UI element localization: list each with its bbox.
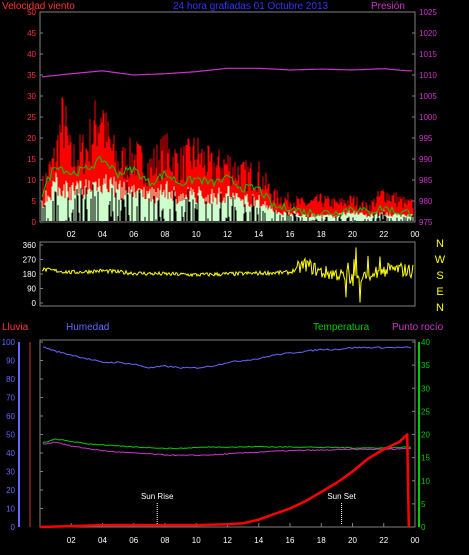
humidity-axis-tick-label: 10 — [6, 505, 15, 514]
bottom-x-axis-tick-label: 04 — [98, 536, 107, 545]
bottom-x-axis-tick-label: 18 — [317, 536, 326, 545]
direction-axis-tick-label: 180 — [23, 270, 37, 279]
bottom-x-axis-tick-label: 16 — [286, 536, 295, 545]
bottom-x-axis-tick-label: 08 — [161, 536, 170, 545]
humidity-axis-tick-label: 70 — [6, 394, 15, 403]
humidity-axis-tick-label: 60 — [6, 412, 15, 421]
wind-axis-tick-label: 5 — [32, 197, 37, 206]
top-x-axis-tick-label: 16 — [286, 230, 295, 239]
bottom-x-axis-tick-label: 02 — [67, 536, 76, 545]
temperature-axis-tick-label: 0 — [421, 523, 426, 532]
bottom-x-axis-tick-label: 00 — [411, 536, 420, 545]
bottom-x-axis-tick-label: 20 — [348, 536, 357, 545]
compass-label: N — [436, 302, 444, 314]
bottom-left-label: Lluvia — [2, 322, 29, 333]
pressure-axis-tick-label: 975 — [419, 218, 433, 227]
humidity-axis-tick-label: 50 — [6, 431, 15, 440]
humidity-line — [43, 346, 412, 370]
top-right-label: Presión — [371, 1, 405, 12]
pressure-line — [41, 67, 412, 78]
wind-axis-tick-label: 10 — [27, 176, 36, 185]
humidity-axis-tick-label: 80 — [6, 375, 15, 384]
bottom-x-axis-tick-label: 14 — [254, 536, 263, 545]
bottom-right-label-2: Punto rocío — [392, 322, 444, 333]
bottom-x-axis-tick-label: 06 — [129, 536, 138, 545]
compass-label: N — [436, 238, 444, 250]
wind-axis-tick-label: 0 — [32, 218, 37, 227]
humidity-axis-tick-label: 90 — [6, 357, 15, 366]
pressure-axis-tick-label: 990 — [419, 155, 433, 164]
wind-axis-tick-label: 30 — [27, 92, 36, 101]
direction-axis-tick-label: 90 — [27, 285, 36, 294]
wind-axis-tick-label: 35 — [27, 71, 36, 80]
pressure-axis-tick-label: 1020 — [419, 29, 437, 38]
wind-avg-line — [41, 155, 413, 217]
pressure-axis-tick-label: 985 — [419, 176, 433, 185]
pressure-axis-tick-label: 980 — [419, 197, 433, 206]
top-left-label: Velocidad viento — [2, 1, 75, 12]
temperature-axis-tick-label: 20 — [421, 431, 430, 440]
pressure-axis-tick-label: 1015 — [419, 50, 437, 59]
top-x-axis-tick-label: 10 — [192, 230, 201, 239]
wind-axis-tick-label: 50 — [27, 8, 36, 17]
top-x-axis-tick-label: 18 — [317, 230, 326, 239]
direction-axis-tick-label: 0 — [32, 299, 37, 308]
wind-axis-tick-label: 40 — [27, 50, 36, 59]
pressure-axis-tick-label: 1025 — [419, 8, 437, 17]
top-x-axis-tick-label: 20 — [348, 230, 357, 239]
wind-direction-line — [41, 247, 414, 303]
top-x-axis-tick-label: 22 — [379, 230, 388, 239]
pressure-axis-tick-label: 1010 — [419, 71, 437, 80]
temperature-axis-tick-label: 25 — [421, 407, 430, 416]
wind-axis-tick-label: 25 — [27, 113, 36, 122]
compass-label: W — [435, 254, 446, 266]
pressure-axis-tick-label: 1000 — [419, 113, 437, 122]
temperature-axis-tick-label: 40 — [421, 338, 430, 347]
wind-axis-tick-label: 20 — [27, 134, 36, 143]
humidity-axis-tick-label: 100 — [2, 338, 16, 347]
wind-axis-tick-label: 45 — [27, 29, 36, 38]
top-x-axis-tick-label: 02 — [67, 230, 76, 239]
temperature-line — [42, 438, 411, 450]
bottom-left-label-2: Humedad — [66, 322, 109, 333]
dewpoint-line — [42, 441, 412, 457]
humidity-axis-tick-label: 40 — [6, 449, 15, 458]
bottom-x-axis-tick-label: 22 — [379, 536, 388, 545]
temperature-axis-tick-label: 15 — [421, 454, 430, 463]
humidity-axis-tick-label: 30 — [6, 468, 15, 477]
pressure-axis-tick-label: 995 — [419, 134, 433, 143]
humidity-axis-tick-label: 20 — [6, 486, 15, 495]
sun-annotation-label: Sun Set — [327, 492, 356, 501]
top-x-axis-tick-label: 12 — [223, 230, 232, 239]
direction-axis-tick-label: 270 — [23, 256, 37, 265]
top-x-axis-tick-label: 00 — [411, 230, 420, 239]
top-x-axis-tick-label: 08 — [161, 230, 170, 239]
temperature-axis-tick-label: 30 — [421, 384, 430, 393]
top-x-axis-tick-label: 06 — [129, 230, 138, 239]
compass-label: E — [436, 286, 443, 298]
compass-label: S — [436, 270, 443, 282]
rain-line — [39, 433, 411, 529]
top-x-axis-tick-label: 14 — [254, 230, 263, 239]
top-title: 24 hora grafiadas 01 Octubre 2013 — [173, 1, 329, 12]
wind-axis-tick-label: 15 — [27, 155, 36, 164]
bottom-x-axis-tick-label: 10 — [192, 536, 201, 545]
temperature-axis-tick-label: 35 — [421, 361, 430, 370]
temperature-axis-tick-label: 5 — [421, 500, 426, 509]
humidity-axis-tick-label: 0 — [11, 523, 16, 532]
temperature-axis-tick-label: 10 — [421, 477, 430, 486]
bottom-x-axis-tick-label: 12 — [223, 536, 232, 545]
bottom-right-label: Temperatura — [313, 322, 370, 333]
bottom-panel-frame — [39, 339, 416, 528]
pressure-axis-tick-label: 1005 — [419, 92, 437, 101]
direction-axis-tick-label: 360 — [23, 241, 37, 250]
top-x-axis-tick-label: 04 — [98, 230, 107, 239]
sun-annotation-label: Sun Rise — [141, 492, 174, 501]
